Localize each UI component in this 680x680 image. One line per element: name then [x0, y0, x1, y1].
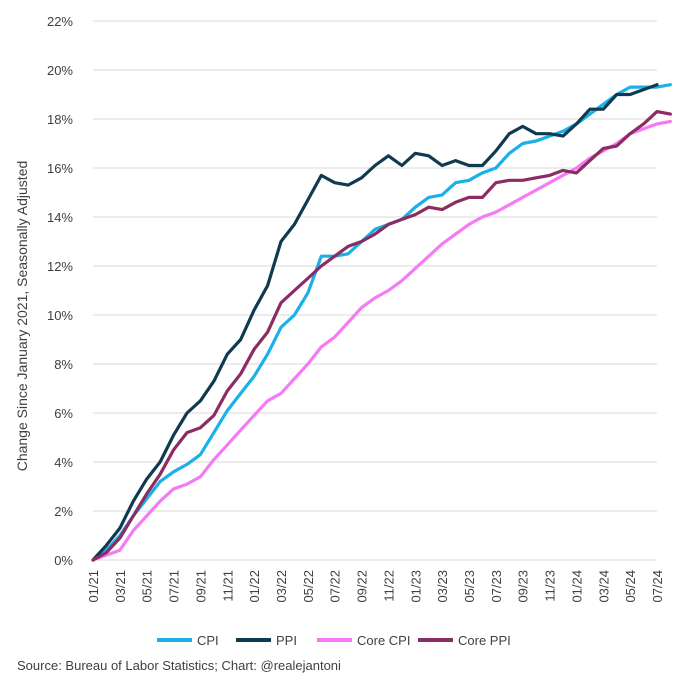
x-axis-ticks: 01/21 03/21 05/21 07/21 09/21 11/21 01/22 03/22… — [86, 570, 665, 603]
legend-label: Core PPI — [458, 633, 511, 648]
y-tick-label: 18% — [47, 112, 73, 127]
x-tick-label: 01/21 — [86, 570, 101, 603]
x-tick-label: 03/21 — [113, 570, 128, 603]
x-tick-label: 09/21 — [193, 570, 208, 603]
x-tick-label: 09/23 — [516, 570, 531, 603]
x-tick-label: 09/22 — [355, 570, 370, 603]
series-line-cpi — [91, 83, 673, 562]
x-tick-label: 01/22 — [247, 570, 262, 603]
y-tick-label: 8% — [54, 357, 73, 372]
y-axis-label: Change Since January 2021, Seasonally Ad… — [14, 161, 30, 472]
y-tick-label: 14% — [47, 210, 73, 225]
x-tick-label: 07/22 — [328, 570, 343, 603]
y-tick-label: 12% — [47, 259, 73, 274]
y-tick-label: 16% — [47, 161, 73, 176]
y-axis-ticks: 0% 2% 4% 6% 8% 10% 12% 14% 16% 18% 20% 22% — [47, 14, 73, 568]
x-tick-label: 03/22 — [274, 570, 289, 603]
x-tick-label: 05/21 — [140, 570, 155, 603]
y-tick-label: 22% — [47, 14, 73, 29]
y-tick-label: 0% — [54, 553, 73, 568]
x-tick-label: 11/21 — [220, 570, 235, 602]
series-lines — [91, 83, 673, 562]
x-tick-label: 11/23 — [543, 570, 558, 602]
y-tick-label: 2% — [54, 504, 73, 519]
series-line-core-ppi — [91, 109, 673, 562]
x-tick-label: 03/24 — [596, 570, 611, 603]
x-tick-label: 07/24 — [650, 570, 665, 603]
gridlines — [93, 20, 657, 561]
y-tick-label: 4% — [54, 455, 73, 470]
y-tick-label: 6% — [54, 406, 73, 421]
legend-label: Core CPI — [357, 633, 410, 648]
legend: CPI PPI Core CPI Core PPI — [157, 633, 511, 648]
x-tick-label: 05/23 — [462, 570, 477, 603]
y-tick-label: 20% — [47, 63, 73, 78]
x-tick-label: 01/24 — [569, 570, 584, 603]
legend-label: PPI — [276, 633, 297, 648]
x-tick-label: 05/24 — [623, 570, 638, 603]
x-tick-label: 07/23 — [489, 570, 504, 603]
x-tick-label: 05/22 — [301, 570, 316, 603]
x-tick-label: 03/23 — [435, 570, 450, 603]
series-line-ppi — [91, 83, 659, 562]
x-tick-label: 11/22 — [381, 570, 396, 602]
x-tick-label: 01/23 — [408, 570, 423, 603]
source-note: Source: Bureau of Labor Statistics; Char… — [17, 658, 341, 673]
series-line-core-cpi — [91, 119, 673, 562]
x-tick-label: 07/21 — [167, 570, 182, 603]
y-tick-label: 10% — [47, 308, 73, 323]
legend-label: CPI — [197, 633, 219, 648]
